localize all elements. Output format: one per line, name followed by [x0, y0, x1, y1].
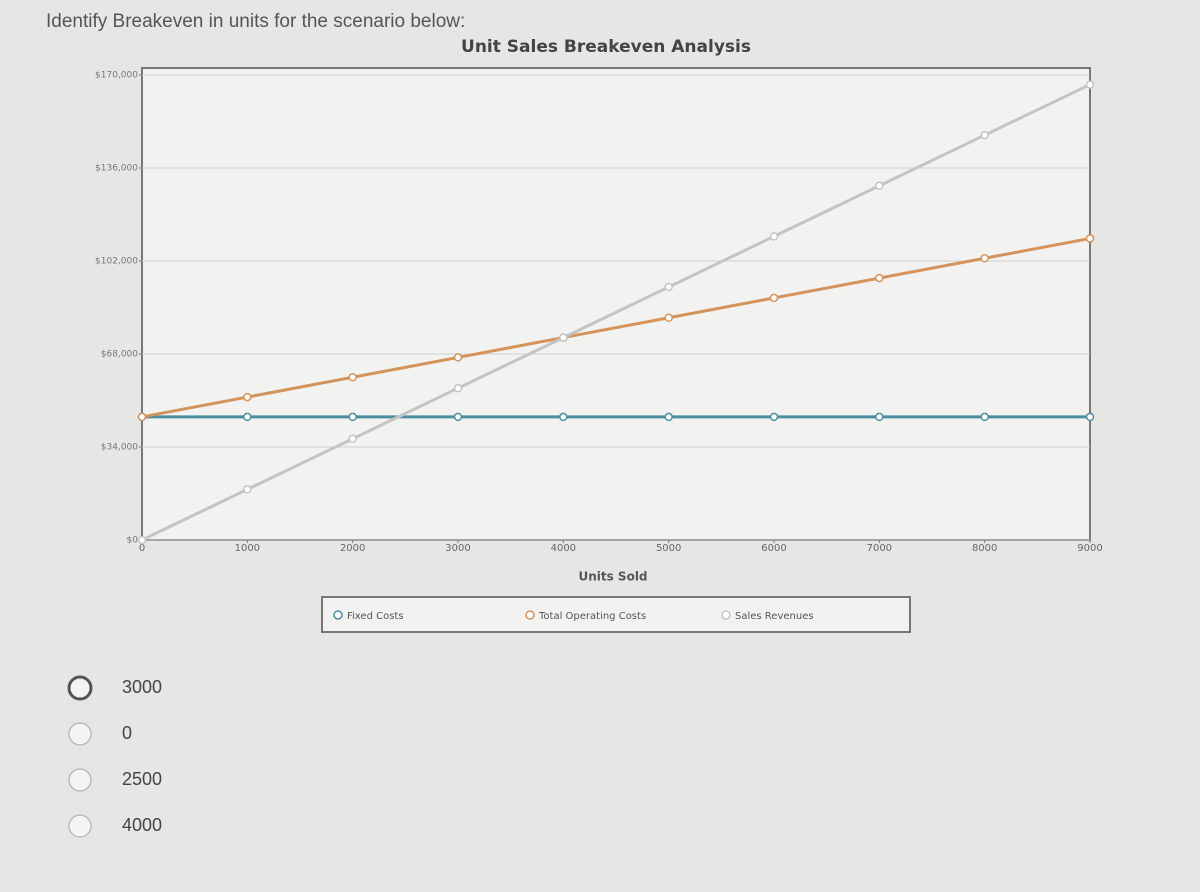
- data-point: [664, 282, 673, 292]
- data-point: [980, 130, 989, 140]
- y-tick-label: $34,000: [101, 443, 138, 453]
- answer-options: 3000 0 2500 4000: [67, 675, 162, 838]
- y-tick-label: $136,000: [95, 164, 138, 174]
- data-point: [243, 485, 252, 494]
- option-label[interactable]: 2500: [122, 769, 162, 789]
- radio-button[interactable]: [68, 768, 92, 792]
- x-tick-label: 3000: [445, 543, 470, 554]
- chart-title: Unit Sales Breakeven Analysis: [461, 37, 751, 57]
- question: Identify Breakeven in units for the scen…: [46, 11, 465, 32]
- option-label[interactable]: 0: [122, 723, 132, 743]
- data-point: [137, 412, 147, 422]
- data-point: [559, 412, 568, 422]
- plot-area: [141, 67, 1091, 541]
- series-line: [141, 83, 1091, 542]
- data-point: [1085, 412, 1095, 422]
- data-point: [980, 412, 989, 422]
- x-tick-label: 4000: [551, 543, 576, 554]
- data-point: [559, 333, 568, 342]
- data-point: [453, 383, 463, 393]
- x-tick-label: 7000: [867, 543, 892, 554]
- data-point: [453, 353, 463, 362]
- legend-marker: [333, 610, 343, 620]
- x-tick-label: 9000: [1077, 543, 1102, 554]
- data-point: [875, 412, 884, 422]
- data-point: [1085, 234, 1095, 243]
- option-label[interactable]: 4000: [122, 815, 162, 835]
- data-point: [769, 412, 779, 422]
- legend-marker: [525, 610, 535, 620]
- legend-marker: [721, 610, 731, 620]
- x-axis-label: Units Sold: [578, 570, 647, 584]
- data-point: [453, 412, 463, 422]
- data-point: [769, 293, 779, 303]
- legend-label: Total Operating Costs: [538, 611, 646, 622]
- radio-button[interactable]: [68, 722, 92, 746]
- data-point: [348, 434, 357, 444]
- data-point: [875, 181, 884, 191]
- legend: [321, 596, 911, 633]
- series-line: [141, 236, 1091, 419]
- y-tick-label: $0: [127, 536, 139, 546]
- data-point: [664, 412, 673, 422]
- legend-entries: Fixed Costs Total Operating Costs Sales Re…: [333, 610, 814, 622]
- data-point: [137, 535, 147, 545]
- data-point: [348, 373, 357, 382]
- x-tick-label: 6000: [761, 543, 786, 554]
- radio-button[interactable]: [67, 675, 93, 701]
- x-tick-label: 5000: [656, 543, 681, 554]
- data-point: [769, 232, 779, 241]
- data-point: [875, 273, 884, 283]
- y-tick-label: $68,000: [101, 350, 138, 360]
- y-tick-label: $170,000: [95, 71, 138, 81]
- data-point: [1085, 80, 1095, 89]
- data-point: [980, 254, 989, 263]
- x-tick-label: 0: [139, 543, 145, 554]
- y-tick-label: $102,000: [95, 257, 138, 267]
- legend-label: Sales Revenues: [735, 611, 814, 622]
- radio-button[interactable]: [68, 814, 92, 838]
- data-point: [348, 412, 357, 422]
- data-point: [664, 313, 673, 323]
- x-tick-label: 2000: [340, 543, 365, 554]
- x-tick-label: 8000: [972, 543, 997, 554]
- option-label[interactable]: 3000: [122, 677, 162, 697]
- data-point: [243, 392, 252, 402]
- x-tick-label: 1000: [235, 543, 260, 554]
- data-point: [243, 412, 252, 422]
- legend-label: Fixed Costs: [347, 611, 404, 622]
